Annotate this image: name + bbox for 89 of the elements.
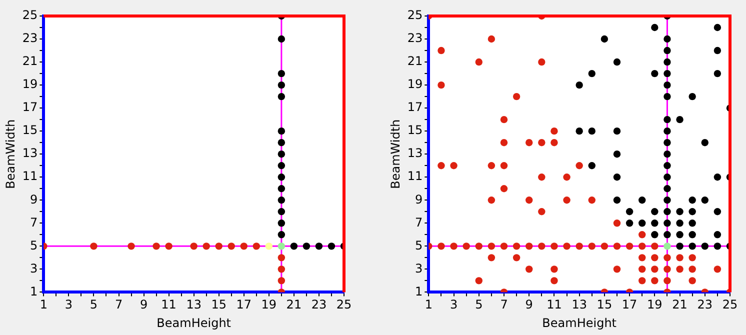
x-tick-label: 11 [161,298,176,312]
y-tick-label: 5 [415,238,423,252]
point [165,242,172,250]
x-tick-label: 3 [450,298,458,312]
x-tick-label: 19 [261,298,277,312]
point [278,196,286,204]
point [215,242,222,250]
y-tick-label: 13 [407,146,423,160]
x-tick-label: 15 [211,298,227,312]
x-tick-label: 11 [546,298,562,312]
point [278,185,286,192]
x-tick-label: 15 [596,298,612,312]
y-tick-label: 23 [407,31,423,46]
x-tick-label: 7 [114,298,123,312]
x-tick-label: 25 [336,298,352,312]
point [278,231,286,238]
y-axis-title: BeamWidth [388,119,402,189]
y-tick-label: 23 [22,31,38,46]
y-tick-label: 15 [407,123,423,138]
point [278,208,286,216]
point [90,242,98,250]
point [278,81,286,89]
point [278,35,286,43]
point [278,220,286,227]
y-tick-label: 19 [407,77,423,92]
y-axis-title: BeamWidth [3,119,18,189]
point [190,242,198,250]
point [278,174,286,181]
point [265,242,273,250]
y-tick-label: 1 [415,284,423,298]
y-tick-label: 21 [407,54,423,68]
x-tick-label: 9 [525,298,533,312]
point [278,150,286,158]
x-tick-label: 13 [572,298,587,312]
x-tick-label: 13 [186,298,202,312]
point [290,242,298,250]
y-tick-label: 3 [30,261,38,276]
point [202,242,210,250]
point [278,92,286,100]
y-tick-label: 1 [30,284,38,298]
y-tick-label: 25 [407,8,423,22]
point [252,242,260,250]
point [128,242,135,250]
x-axis-title: BeamHeight [542,316,617,330]
y-tick-label: 9 [30,192,38,206]
x-tick-label: 9 [140,298,148,312]
y-tick-label: 11 [22,169,38,184]
y-tick-label: 21 [22,54,38,68]
y-tick-label: 7 [415,215,423,230]
x-tick-label: 23 [697,298,713,312]
x-tick-label: 21 [672,298,688,312]
y-tick-label: 3 [415,261,423,276]
y-tick-label: 9 [415,192,423,206]
x-tick-label: 17 [236,298,252,312]
y-tick-label: 7 [30,215,38,230]
y-tick-label: 5 [30,238,38,252]
point [278,138,286,146]
point [152,242,160,250]
point [302,242,310,250]
point [228,242,235,250]
y-tick-label: 17 [407,100,423,114]
x-tick-label: 17 [622,298,638,312]
y-tick-label: 25 [22,8,38,22]
point [240,242,248,250]
y-tick-label: 19 [22,77,38,92]
point [278,127,286,135]
point [328,242,336,250]
x-axis-title: BeamHeight [156,316,232,330]
point [278,70,286,78]
x-tick-label: 23 [311,298,327,312]
x-tick-label: 5 [475,298,483,312]
x-tick-label: 1 [40,298,48,312]
x-tick-label: 3 [64,298,73,312]
point [315,242,323,250]
y-tick-label: 15 [22,123,38,138]
x-tick-label: 7 [500,298,508,312]
point [278,277,286,284]
x-tick-label: 25 [722,298,738,312]
point [278,162,286,170]
y-tick-label: 11 [407,169,423,184]
point [278,266,286,273]
x-tick-label: 21 [286,298,302,312]
y-tick-label: 17 [22,100,38,114]
x-tick-label: 5 [90,298,98,312]
y-tick-label: 13 [22,146,38,160]
point [278,254,286,262]
x-tick-label: 1 [424,298,432,312]
point [278,242,286,250]
x-tick-label: 19 [647,298,662,312]
